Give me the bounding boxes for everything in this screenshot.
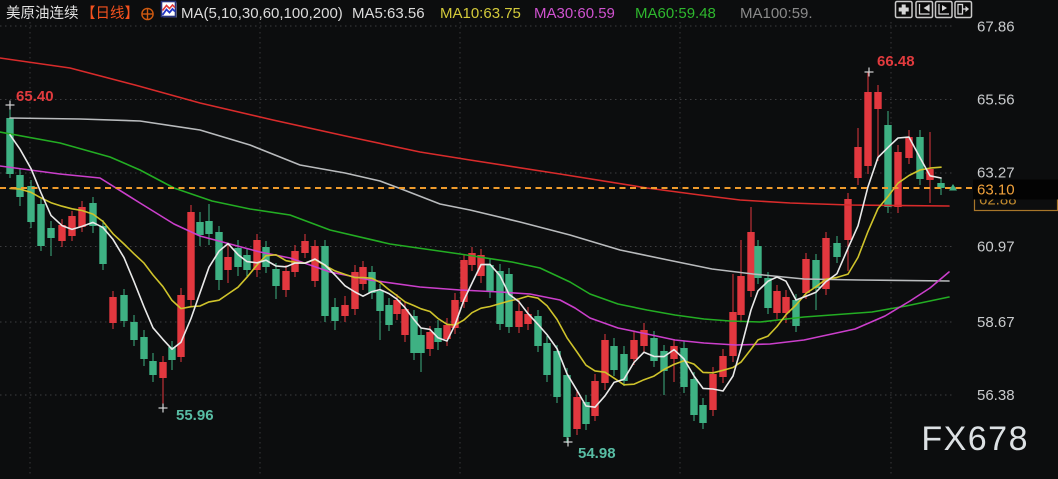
svg-text:63.10: 63.10 [977,182,1015,199]
svg-text:65.40: 65.40 [16,88,54,105]
svg-text:MA5:63.56: MA5:63.56 [352,5,425,22]
svg-text:55.96: 55.96 [176,407,214,424]
svg-text:【日线】: 【日线】 [81,5,139,22]
svg-text:MA30:60.59: MA30:60.59 [534,5,615,22]
svg-text:56.38: 56.38 [977,387,1015,404]
svg-text:58.67: 58.67 [977,314,1015,331]
svg-text:MA10:63.75: MA10:63.75 [440,5,521,22]
svg-text:MA100:59.: MA100:59. [740,5,813,22]
svg-text:66.48: 66.48 [877,53,915,70]
svg-text:MA60:59.48: MA60:59.48 [635,5,716,22]
svg-text:FX678: FX678 [921,420,1029,458]
svg-text:65.56: 65.56 [977,92,1015,109]
svg-text:63.27: 63.27 [977,165,1015,182]
svg-text:美原油连续: 美原油连续 [6,5,79,22]
svg-text:MA(5,10,30,60,100,200): MA(5,10,30,60,100,200) [181,5,343,22]
svg-text:54.98: 54.98 [578,445,616,462]
svg-text:67.86: 67.86 [977,19,1015,36]
svg-text:60.97: 60.97 [977,239,1015,256]
